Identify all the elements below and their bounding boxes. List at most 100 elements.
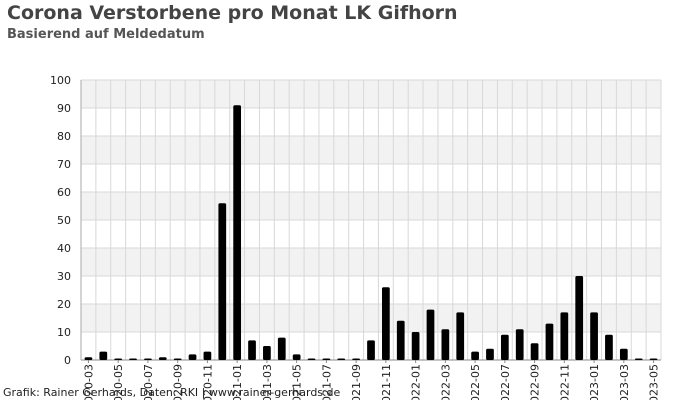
plot-band bbox=[81, 136, 661, 164]
bar-rect bbox=[426, 309, 435, 360]
x-axis-ticks: 2020-03 2020-05 2020-07 2020-09 2020-11 2021-… bbox=[82, 360, 661, 400]
bar-rect bbox=[158, 357, 167, 360]
x-tick-label: 2023-05 bbox=[648, 364, 661, 400]
x-tick-label: 2021-01 bbox=[231, 364, 244, 400]
bar-rect bbox=[471, 351, 479, 360]
bar bbox=[619, 348, 628, 360]
bar-rect bbox=[337, 358, 346, 360]
x-tick-label: 2022-07 bbox=[499, 364, 512, 400]
bar bbox=[144, 358, 152, 360]
chart-title: Corona Verstorbene pro Monat LK Gifhorn bbox=[7, 2, 458, 24]
bar bbox=[560, 312, 569, 360]
x-tick-label: 2023-03 bbox=[618, 364, 631, 400]
bar bbox=[396, 320, 405, 360]
bar bbox=[84, 357, 93, 360]
x-tick-label: 2020-09 bbox=[172, 364, 185, 400]
plot-band bbox=[81, 108, 661, 136]
bar-rect bbox=[590, 312, 598, 360]
bar-rect bbox=[99, 351, 108, 360]
bar bbox=[203, 351, 212, 360]
x-tick-label: 2021-03 bbox=[261, 364, 274, 400]
bar-rect bbox=[575, 276, 584, 360]
x-tick-label: 2020-11 bbox=[201, 364, 214, 400]
x-tick-label: 2023-01 bbox=[588, 364, 601, 400]
y-tick-label: 80 bbox=[57, 130, 71, 143]
bar-rect bbox=[203, 351, 212, 360]
bar bbox=[649, 358, 658, 360]
bar bbox=[99, 351, 108, 360]
bar-rect bbox=[307, 358, 316, 360]
x-tick-label: 2021-05 bbox=[291, 364, 304, 400]
bar-rect bbox=[649, 358, 658, 360]
x-tick-label: 2022-01 bbox=[410, 364, 423, 400]
bar bbox=[605, 334, 613, 360]
bar bbox=[441, 329, 450, 360]
x-tick-label: 2021-11 bbox=[380, 364, 393, 400]
bar-rect bbox=[173, 358, 182, 360]
plot-band bbox=[81, 248, 661, 276]
chart-subtitle: Basierend auf Meldedatum bbox=[7, 27, 205, 42]
plot-band bbox=[81, 164, 661, 192]
plot-band bbox=[81, 192, 661, 220]
bar-rect bbox=[144, 358, 152, 360]
bar-rect bbox=[605, 334, 613, 360]
y-tick-label: 10 bbox=[57, 326, 71, 339]
x-tick-label: 2022-05 bbox=[469, 364, 482, 400]
bar bbox=[263, 346, 271, 360]
bar-rect bbox=[441, 329, 450, 360]
plot-band bbox=[81, 220, 661, 248]
y-axis-ticks: 0 10 20 30 40 50 60 70 80 90 100 bbox=[50, 74, 71, 367]
bar-rect bbox=[84, 357, 93, 360]
bar-rect bbox=[456, 312, 465, 360]
bar bbox=[188, 354, 197, 360]
bar-rect bbox=[619, 348, 628, 360]
bar bbox=[277, 337, 286, 360]
bar bbox=[218, 203, 227, 360]
bar bbox=[352, 358, 360, 360]
bar bbox=[382, 287, 390, 360]
x-tick-label: 2022-11 bbox=[558, 364, 571, 400]
bar bbox=[173, 358, 182, 360]
bar-rect bbox=[352, 358, 360, 360]
grid-lines bbox=[80, 79, 662, 361]
bar bbox=[307, 358, 316, 360]
bar bbox=[486, 348, 494, 360]
y-tick-label: 90 bbox=[57, 102, 71, 115]
x-tick-label: 2022-03 bbox=[439, 364, 452, 400]
bar-rect bbox=[277, 337, 286, 360]
bar-rect bbox=[486, 348, 494, 360]
bar-rect bbox=[322, 358, 331, 360]
source-credit: Grafik: Rainer Gerhards, Daten: RKI | ww… bbox=[3, 386, 341, 399]
bar bbox=[114, 358, 123, 360]
bar-rect bbox=[263, 346, 271, 360]
x-tick-label: 2021-07 bbox=[320, 364, 333, 400]
y-tick-label: 30 bbox=[57, 270, 71, 283]
bar-rect bbox=[114, 358, 123, 360]
x-tick-label: 2020-05 bbox=[112, 364, 125, 400]
bar bbox=[590, 312, 598, 360]
bar-rect bbox=[634, 358, 643, 360]
y-tick-label: 40 bbox=[57, 242, 71, 255]
y-tick-label: 60 bbox=[57, 186, 71, 199]
bar-rect bbox=[248, 340, 256, 360]
bar-rect bbox=[500, 334, 509, 360]
y-tick-label: 50 bbox=[57, 214, 71, 227]
bar-rect bbox=[411, 332, 420, 360]
bars bbox=[84, 105, 658, 360]
bar bbox=[337, 358, 346, 360]
plot-band bbox=[81, 80, 661, 108]
bar bbox=[456, 312, 465, 360]
bar bbox=[545, 323, 554, 360]
x-tick-label: 2022-09 bbox=[529, 364, 542, 400]
bar bbox=[411, 332, 420, 360]
bar bbox=[158, 357, 167, 360]
bar bbox=[233, 105, 242, 360]
bar bbox=[500, 334, 509, 360]
bar bbox=[471, 351, 479, 360]
y-tick-label: 20 bbox=[57, 298, 71, 311]
bar bbox=[292, 354, 301, 360]
bar bbox=[515, 329, 524, 360]
bar bbox=[634, 358, 643, 360]
bar-rect bbox=[545, 323, 554, 360]
bar bbox=[426, 309, 435, 360]
